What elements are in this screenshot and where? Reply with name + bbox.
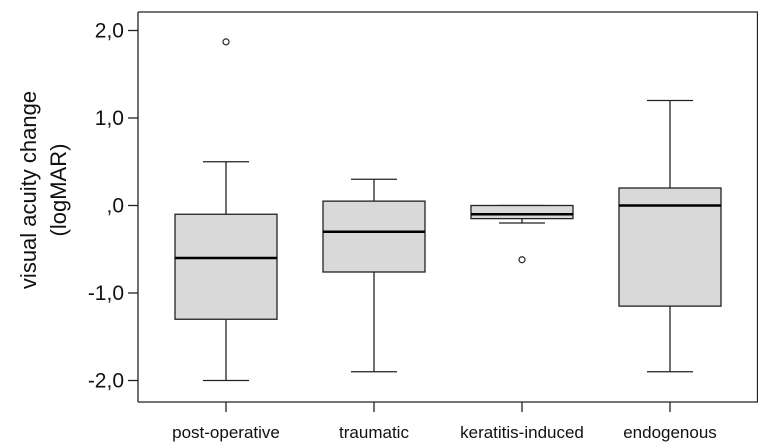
y-tick-label: ,0 xyxy=(106,195,124,218)
y-axis-title-line: (logMAR) xyxy=(46,144,71,237)
box-endogenous xyxy=(618,99,722,373)
x-tick-label: traumatic xyxy=(339,423,409,442)
iqr-box xyxy=(174,213,278,320)
x-axis: post-operative traumatic keratitis-induced… xyxy=(172,402,717,442)
y-tick-label: -1,0 xyxy=(88,282,124,305)
x-tick-label: keratitis-induced xyxy=(460,423,584,442)
outlier-point xyxy=(222,38,230,46)
y-tick-label: 1,0 xyxy=(95,107,124,130)
box-post-operative xyxy=(174,38,278,382)
x-tick-label: post-operative xyxy=(172,423,280,442)
box-keratitis-induced xyxy=(470,204,574,264)
x-tick-label: endogenous xyxy=(623,423,717,442)
iqr-box xyxy=(618,187,722,307)
y-axis: 2,0 1,0 ,0 -1,0 -2,0 xyxy=(88,20,138,393)
box-traumatic xyxy=(322,178,426,373)
y-tick-label: -2,0 xyxy=(88,370,124,393)
boxes xyxy=(174,38,722,382)
y-axis-title-line: visual acuity change xyxy=(16,91,41,289)
iqr-box xyxy=(470,204,574,220)
y-axis-title: visual acuity change (logMAR) xyxy=(16,91,71,289)
y-tick-label: 2,0 xyxy=(95,20,124,43)
iqr-box xyxy=(322,200,426,273)
outlier-point xyxy=(518,256,526,264)
